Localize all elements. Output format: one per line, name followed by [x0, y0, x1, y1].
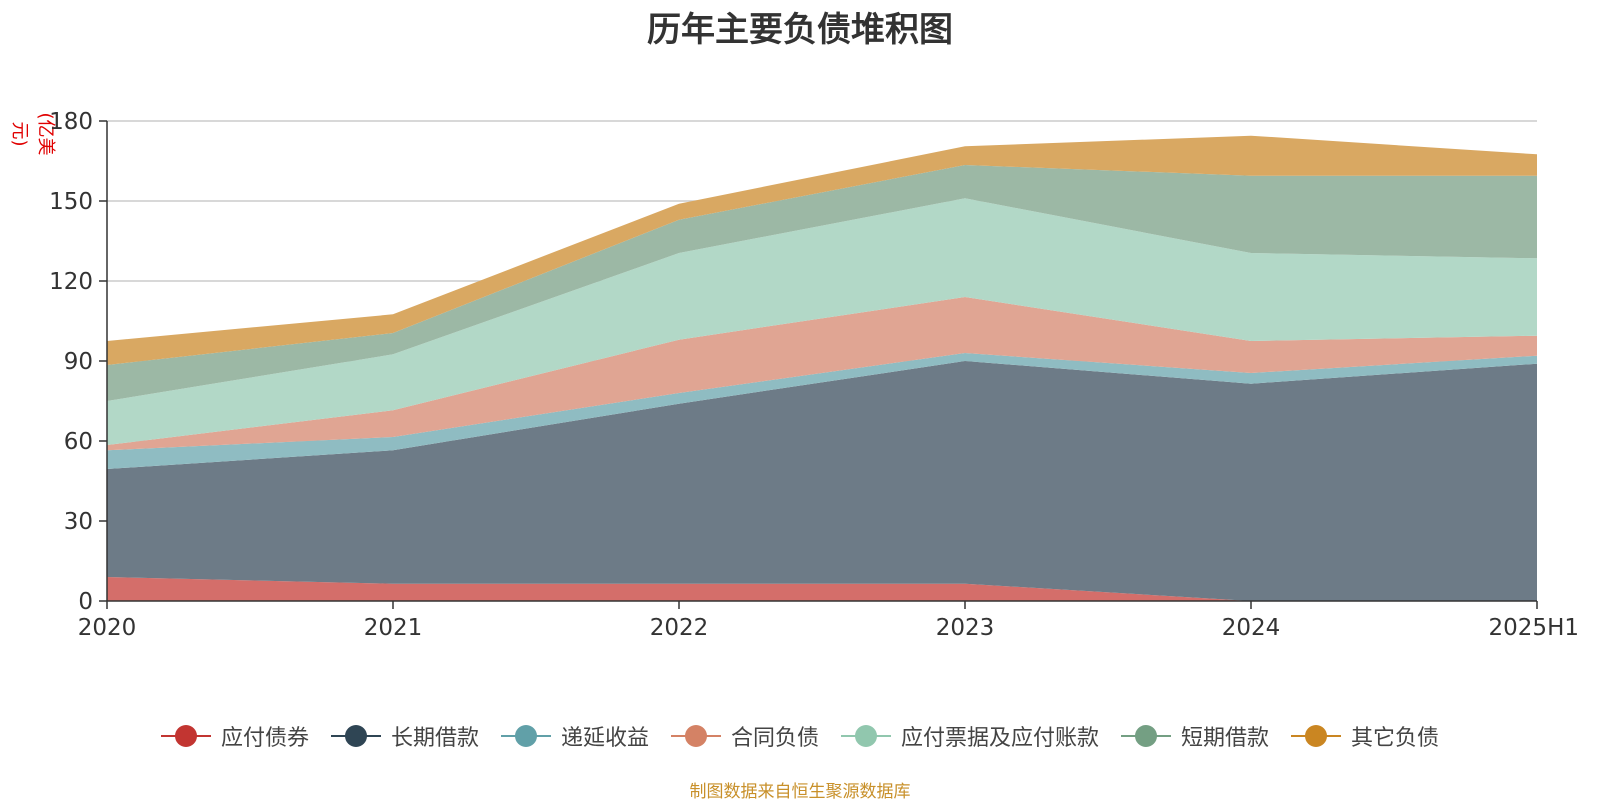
legend-marker-icon [841, 724, 891, 748]
y-tick-label: 180 [49, 109, 93, 135]
legend-item[interactable]: 应付债券 [160, 720, 309, 752]
legend-dot-icon [1305, 725, 1328, 747]
legend-dot-icon [344, 725, 367, 747]
legend-item[interactable]: 递延收益 [500, 720, 649, 752]
legend-item[interactable]: 其它负债 [1291, 720, 1439, 752]
y-tick-label: 90 [64, 349, 93, 375]
area-series-5 [107, 165, 1537, 401]
x-tick-label: 2021 [364, 615, 423, 641]
legend-item[interactable]: 合同负债 [670, 720, 819, 752]
legend-label: 短期借款 [1181, 726, 1270, 751]
y-tick-label: 150 [49, 189, 93, 215]
x-tick-label: 2023 [936, 615, 995, 641]
legend-label: 应付票据及应付账款 [901, 726, 1100, 751]
legend-label: 合同负债 [730, 726, 819, 751]
legend-dot-icon [174, 725, 197, 747]
legend-label: 长期借款 [390, 726, 479, 751]
legend-label: 其它负债 [1351, 726, 1440, 751]
legend: 应付债券 长期借款 递延收益 合同负债 应付票据及应付账款 短期借款 其它负债 [0, 718, 1600, 754]
area-series-6 [107, 135, 1537, 365]
legend-dot-icon [855, 725, 877, 747]
area-series-0 [107, 577, 1537, 601]
x-tick-label: 2022 [650, 615, 709, 641]
x-tick-label: 2025H1 [1489, 615, 1579, 641]
area-series-2 [107, 353, 1537, 469]
legend-marker-icon [670, 724, 721, 748]
legend-item[interactable]: 应付票据及应付账款 [841, 720, 1099, 752]
legend-marker-icon [330, 724, 381, 748]
y-tick-label: 0 [78, 589, 93, 615]
legend-label: 递延收益 [560, 726, 649, 751]
legend-marker-icon [500, 724, 551, 748]
x-tick-label: 2020 [78, 615, 137, 641]
area-series-3 [107, 297, 1537, 451]
legend-dot-icon [514, 725, 537, 747]
legend-dot-icon [1135, 725, 1158, 747]
y-tick-label: 60 [64, 429, 93, 455]
axes: 0 30 60 90 120 150 180 2020 2021 2022 2023 2024 2025… [49, 109, 1579, 641]
chart-title: 历年主要负债堆积图 [647, 10, 953, 50]
legend-marker-icon [1291, 724, 1342, 748]
y-tick-label: 30 [64, 509, 93, 535]
legend-dot-icon [684, 725, 707, 747]
x-tick-label: 2024 [1222, 615, 1281, 641]
legend-marker-icon [1121, 724, 1172, 748]
area-series-1 [107, 361, 1537, 601]
area-series-4 [107, 198, 1537, 445]
legend-marker-icon [160, 724, 211, 748]
source-note: 制图数据来自恒生聚源数据库 [689, 782, 911, 802]
legend-item[interactable]: 短期借款 [1121, 720, 1269, 752]
legend-item[interactable]: 长期借款 [330, 720, 479, 752]
legend-label: 应付债券 [220, 726, 309, 751]
y-tick-label: 120 [49, 269, 93, 295]
area-series [107, 135, 1537, 601]
